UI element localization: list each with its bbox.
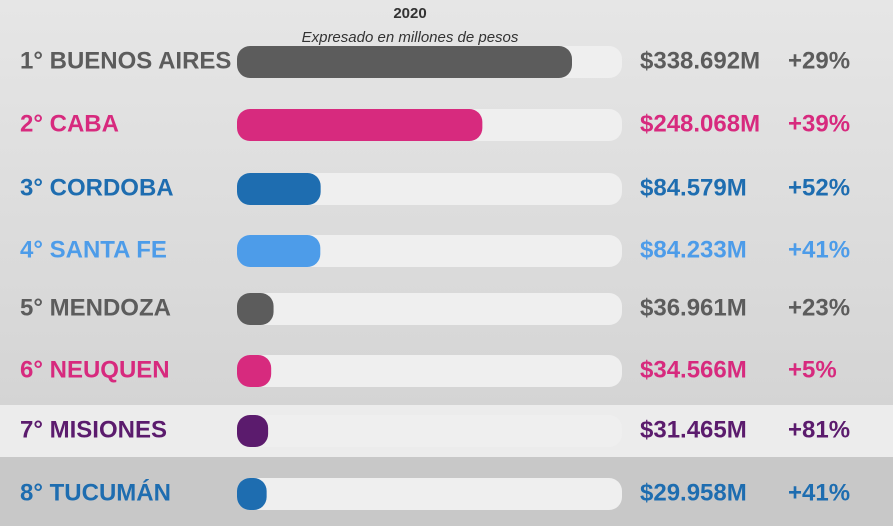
value-label: $29.958M (640, 479, 747, 506)
chart-title: 2020 (393, 5, 426, 22)
bar-track (237, 235, 622, 267)
bar (237, 293, 274, 325)
growth-label: +5% (788, 356, 837, 383)
category-label: 5° MENDOZA (20, 294, 171, 321)
growth-label: +41% (788, 236, 850, 263)
bar-track (237, 355, 622, 387)
bar (237, 355, 272, 387)
bar (237, 173, 321, 205)
growth-label: +39% (788, 110, 850, 137)
category-label: 7° MISIONES (20, 416, 167, 443)
value-label: $31.465M (640, 416, 747, 443)
value-label: $34.566M (640, 356, 747, 383)
value-label: $338.692M (640, 47, 760, 74)
category-label: 2° CABA (20, 110, 119, 137)
value-label: $248.068M (640, 110, 760, 137)
chart-subtitle: Expresado en millones de pesos (302, 29, 519, 46)
bar-track (237, 173, 622, 205)
category-label: 1° BUENOS AIRES (20, 47, 231, 74)
bar-track (237, 415, 622, 447)
bar (237, 415, 269, 447)
growth-label: +41% (788, 479, 850, 506)
value-label: $36.961M (640, 294, 747, 321)
category-label: 4° SANTA FE (20, 236, 167, 263)
value-label: $84.579M (640, 174, 747, 201)
category-label: 3° CORDOBA (20, 174, 174, 201)
growth-label: +81% (788, 416, 850, 443)
growth-label: +23% (788, 294, 850, 321)
bar (237, 109, 483, 141)
value-label: $84.233M (640, 236, 747, 263)
category-label: 6° NEUQUEN (20, 356, 170, 383)
bar (237, 235, 321, 267)
growth-label: +29% (788, 47, 850, 74)
bar (237, 478, 267, 510)
bar (237, 46, 572, 78)
bar-track (237, 293, 622, 325)
growth-label: +52% (788, 174, 850, 201)
bar-track (237, 478, 622, 510)
category-label: 8° TUCUMÁN (20, 478, 171, 506)
